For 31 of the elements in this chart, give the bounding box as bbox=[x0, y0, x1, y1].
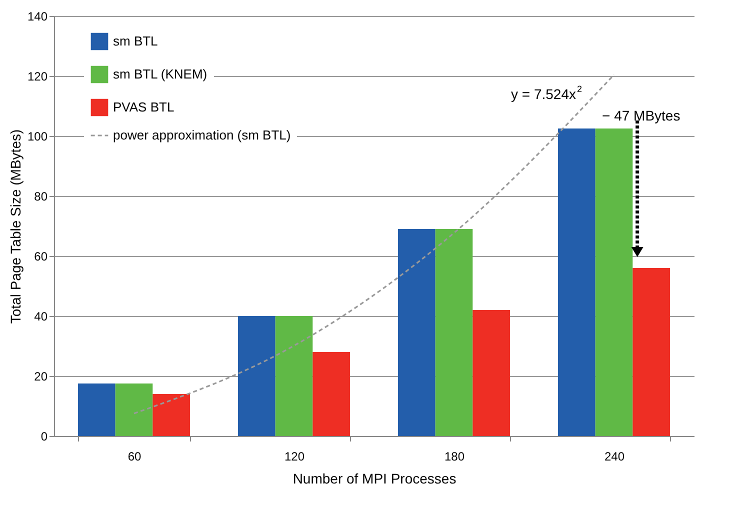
legend-label: sm BTL bbox=[113, 34, 158, 48]
x-tick-label: 240 bbox=[604, 450, 625, 464]
y-tick-label: 40 bbox=[34, 310, 48, 324]
bar bbox=[152, 394, 190, 436]
y-tick-label: 100 bbox=[27, 130, 48, 144]
y-tick-label: 120 bbox=[27, 70, 48, 84]
bar bbox=[398, 229, 436, 436]
bar bbox=[275, 316, 313, 436]
bar bbox=[558, 128, 596, 436]
x-tick-label: 60 bbox=[128, 450, 142, 464]
y-tick-label: 0 bbox=[40, 430, 48, 444]
bar bbox=[435, 229, 473, 436]
bar bbox=[472, 310, 510, 436]
y-tick-label: 60 bbox=[34, 250, 48, 264]
bar bbox=[78, 384, 116, 436]
legend-label: PVAS BTL bbox=[113, 100, 174, 114]
bar bbox=[312, 352, 350, 436]
y-tick-label: 20 bbox=[34, 370, 48, 384]
y-tick-label: 80 bbox=[34, 190, 48, 204]
y-axis-title: Total Page Table Size (MBytes) bbox=[7, 129, 24, 324]
legend-label: power approximation (sm BTL) bbox=[113, 128, 291, 142]
x-axis-title: Number of MPI Processes bbox=[292, 470, 456, 486]
legend-label: sm BTL (KNEM) bbox=[113, 66, 208, 82]
x-tick-label: 120 bbox=[284, 450, 305, 464]
bar bbox=[632, 268, 670, 436]
x-tick-label: 180 bbox=[444, 450, 465, 464]
bar bbox=[115, 384, 153, 436]
annotation: − 47 MBytes bbox=[602, 108, 680, 124]
bar bbox=[595, 128, 633, 436]
y-tick-label: 140 bbox=[27, 10, 48, 24]
bar bbox=[238, 316, 276, 436]
